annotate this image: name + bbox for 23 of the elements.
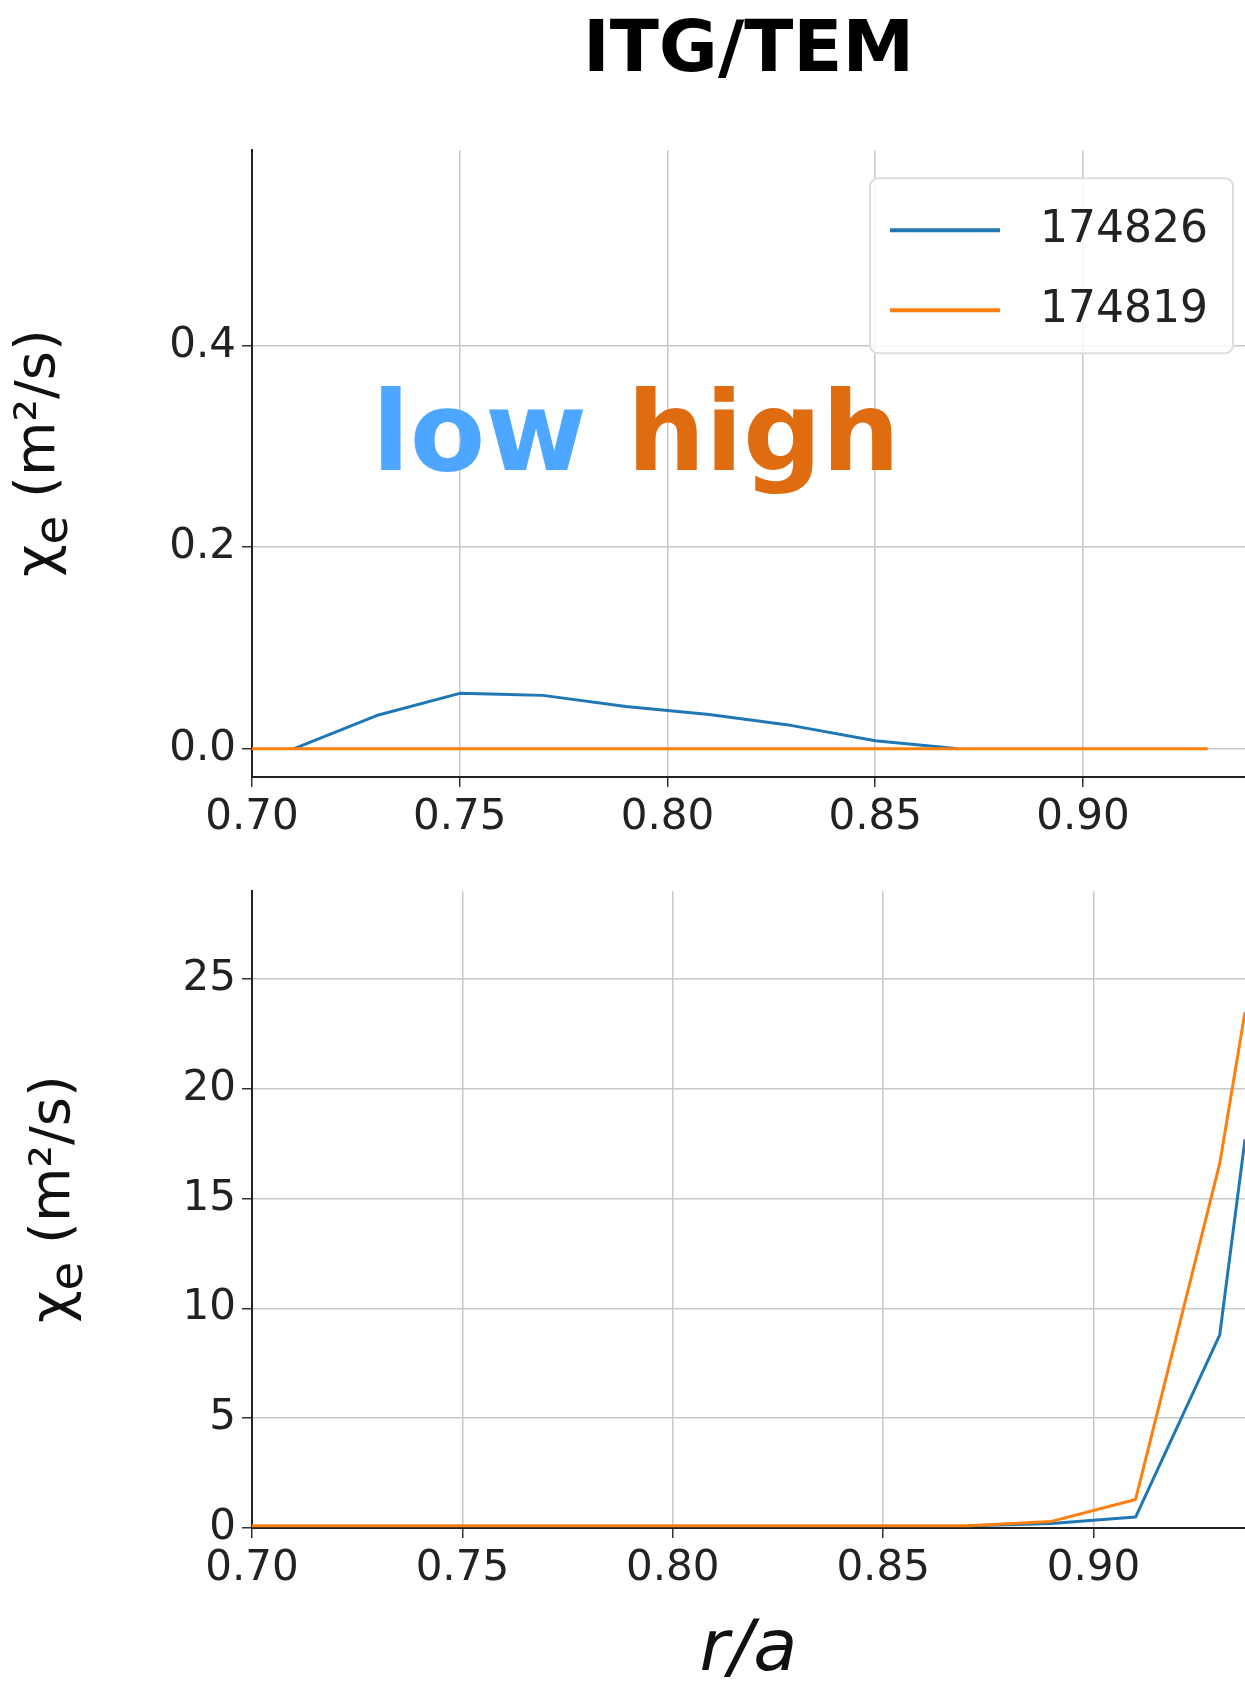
legend-label: 174826 xyxy=(1040,200,1208,252)
x-tick-label: 0.80 xyxy=(626,1541,720,1591)
y-tick-label: 25 xyxy=(182,950,236,1000)
y-tick-label: 0.2 xyxy=(169,519,236,569)
y-tick-label: 0.4 xyxy=(169,317,236,367)
annotation: low xyxy=(372,368,587,497)
legend-label: 174819 xyxy=(1040,280,1208,332)
y-tick-label: 15 xyxy=(182,1170,236,1220)
annotation: high xyxy=(626,368,900,497)
x-axis-title: r/a xyxy=(699,1603,798,1687)
y-tick-label: 5 xyxy=(209,1390,236,1440)
x-tick-label: 0.90 xyxy=(1036,790,1130,840)
x-tick-label: 0.75 xyxy=(415,1541,510,1591)
y-tick-label: 10 xyxy=(182,1280,236,1330)
x-tick-label: 0.90 xyxy=(1046,1541,1141,1591)
y-tick-label: 20 xyxy=(182,1060,236,1110)
x-tick-label: 0.75 xyxy=(412,790,507,840)
chart-title: ITG/TEM xyxy=(581,4,916,88)
x-tick-label: 0.85 xyxy=(836,1541,930,1591)
x-tick-label: 0.85 xyxy=(828,790,922,840)
x-tick-label: 0.70 xyxy=(205,790,299,840)
y-tick-label: 0.0 xyxy=(169,720,236,770)
x-tick-label: 0.80 xyxy=(620,790,715,840)
